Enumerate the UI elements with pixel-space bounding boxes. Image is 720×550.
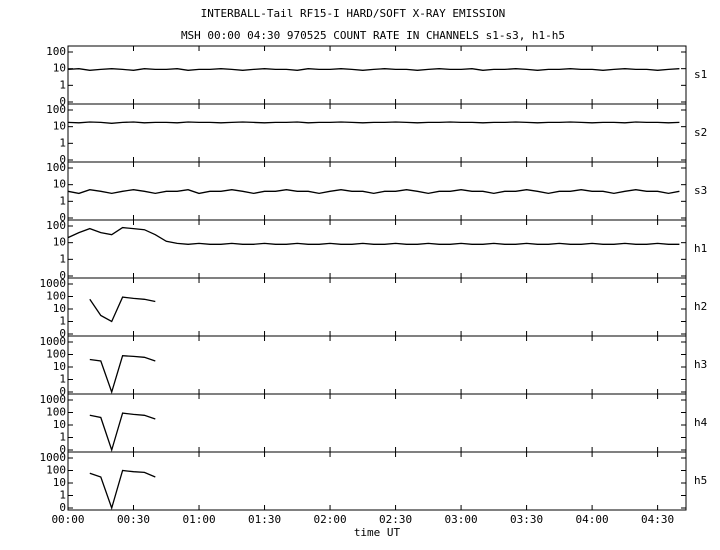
y-tick-label: 1: [59, 315, 66, 328]
y-tick-label: 10: [53, 360, 66, 373]
y-tick-label: 0: [59, 327, 66, 340]
y-tick-label: 1: [59, 489, 66, 502]
y-tick-label: 1: [59, 252, 66, 265]
y-tick-label: 0: [59, 501, 66, 514]
y-tick-label: 0: [59, 153, 66, 166]
y-tick-label: 100: [46, 219, 66, 232]
x-axis-label: time UT: [354, 526, 401, 539]
x-tick-label: 02:30: [379, 513, 412, 526]
chart-title: INTERBALL-Tail RF15-I HARD/SOFT X-RAY EM…: [201, 7, 506, 20]
data-line: [67, 189, 680, 195]
series-label: h5: [694, 474, 707, 487]
x-tick-label: 01:30: [248, 513, 281, 526]
y-tick-label: 1000: [40, 335, 67, 348]
y-tick-label: 10: [53, 418, 66, 431]
y-tick-label: 10: [53, 476, 66, 489]
data-line: [89, 469, 156, 511]
x-tick-label: 04:30: [641, 513, 674, 526]
series-label: s2: [694, 126, 707, 139]
y-tick-label: 0: [59, 443, 66, 456]
y-tick-label: 100: [46, 406, 66, 419]
y-tick-label: 0: [59, 385, 66, 398]
chart-subtitle: MSH 00:00 04:30 970525 COUNT RATE IN CHA…: [181, 29, 565, 42]
y-tick-label: 10: [53, 236, 66, 249]
y-tick-label: 1: [59, 136, 66, 149]
y-tick-label: 0: [59, 95, 66, 108]
x-tick-label: 03:00: [445, 513, 478, 526]
series-label: s1: [694, 68, 707, 81]
data-line: [89, 296, 156, 323]
y-tick-label: 100: [46, 348, 66, 361]
y-tick-label: 0: [59, 269, 66, 282]
series-label: s3: [694, 184, 707, 197]
panel-frame: [67, 451, 687, 511]
y-tick-label: 1: [59, 373, 66, 386]
y-tick-label: 10: [53, 62, 66, 75]
y-tick-label: 100: [46, 161, 66, 174]
y-tick-label: 1000: [40, 393, 67, 406]
series-label: h1: [694, 242, 707, 255]
series-label: h2: [694, 300, 707, 313]
data-line: [89, 412, 156, 453]
x-tick-label: 03:30: [510, 513, 543, 526]
data-line: [89, 355, 156, 395]
y-tick-label: 1000: [40, 451, 67, 464]
series-label: h4: [694, 416, 708, 429]
y-tick-label: 100: [46, 103, 66, 116]
y-tick-label: 1000: [40, 277, 67, 290]
y-tick-label: 10: [53, 120, 66, 133]
y-tick-label: 1: [59, 431, 66, 444]
data-line: [67, 226, 680, 245]
y-tick-label: 100: [46, 464, 66, 477]
y-tick-label: 1: [59, 78, 66, 91]
data-line: [67, 121, 680, 124]
x-tick-label: 00:30: [117, 513, 150, 526]
y-tick-label: 100: [46, 290, 66, 303]
y-tick-label: 0: [59, 211, 66, 224]
x-tick-label: 02:00: [313, 513, 346, 526]
x-tick-label: 00:00: [51, 513, 84, 526]
x-tick-label: 04:00: [576, 513, 609, 526]
series-label: h3: [694, 358, 707, 371]
y-tick-label: 10: [53, 302, 66, 315]
data-line: [67, 68, 680, 71]
y-tick-label: 1: [59, 194, 66, 207]
y-tick-label: 10: [53, 178, 66, 191]
y-tick-label: 100: [46, 45, 66, 58]
x-tick-label: 01:00: [182, 513, 215, 526]
